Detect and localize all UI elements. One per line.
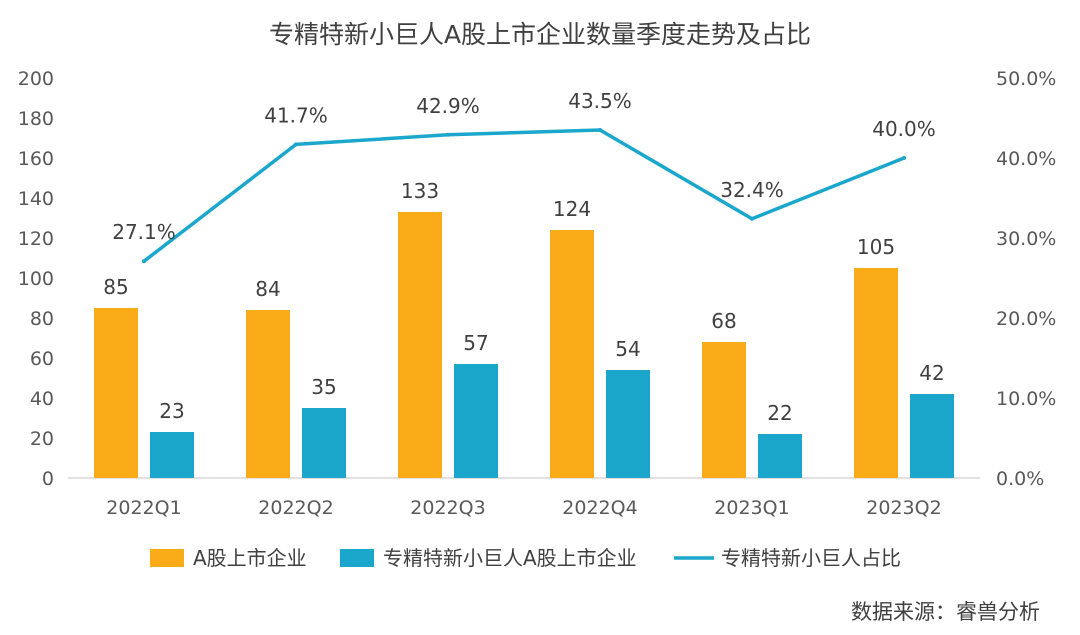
x-tick-label: 2022Q1 (106, 497, 181, 519)
bar (910, 394, 954, 478)
bar (302, 408, 346, 478)
left-tick-label: 120 (18, 228, 54, 250)
left-tick-label: 60 (30, 348, 54, 370)
left-tick-label: 20 (30, 428, 54, 450)
right-tick-label: 40.0% (996, 148, 1056, 170)
left-tick-label: 200 (18, 68, 54, 90)
bar-value-label: 42 (919, 361, 944, 385)
bar (702, 342, 746, 478)
bars (94, 212, 954, 478)
bar (246, 310, 290, 478)
ratio-value-label: 32.4% (720, 178, 784, 202)
legend-label: 专精特新小巨人占比 (721, 546, 901, 570)
source-note: 数据来源：睿兽分析 (851, 600, 1040, 624)
bar (854, 268, 898, 478)
ratio-value-label: 43.5% (568, 89, 632, 113)
legend: A股上市企业 专精特新小巨人A股上市企业 专精特新小巨人占比 (150, 546, 901, 570)
bar (150, 432, 194, 478)
left-axis: 0 20 40 60 80 100 120 140 160 180 200 (18, 68, 54, 490)
left-tick-label: 0 (42, 468, 54, 490)
bar-value-label: 84 (255, 277, 280, 301)
bar-value-label: 57 (463, 331, 488, 355)
bar (606, 370, 650, 478)
x-tick-label: 2022Q3 (410, 497, 485, 519)
left-tick-label: 180 (18, 108, 54, 130)
right-tick-label: 50.0% (996, 68, 1056, 90)
ratio-point (294, 142, 298, 147)
ratio-value-label: 41.7% (264, 103, 328, 127)
data-labels: 85 23 84 35 133 57 124 54 68 22 105 42 27.1% 41.7% 42.… (103, 89, 944, 425)
legend-swatch (150, 549, 184, 567)
ratio-point (142, 259, 146, 264)
ratio-line (142, 128, 906, 264)
bar (454, 364, 498, 478)
ratio-point (446, 132, 450, 137)
left-tick-label: 40 (30, 388, 54, 410)
ratio-point (598, 128, 602, 132)
right-axis: 0.0% 10.0% 20.0% 30.0% 40.0% 50.0% (996, 68, 1056, 490)
legend-label: A股上市企业 (193, 546, 307, 570)
chart-title: 专精特新小巨人A股上市企业数量季度走势及占比 (269, 20, 811, 49)
bar-value-label: 54 (615, 337, 640, 361)
x-tick-label: 2023Q2 (866, 497, 941, 519)
right-tick-label: 20.0% (996, 308, 1056, 330)
bar-value-label: 133 (401, 179, 439, 203)
legend-label: 专精特新小巨人A股上市企业 (383, 546, 637, 570)
bar-value-label: 85 (103, 275, 128, 299)
bar (550, 230, 594, 478)
left-tick-label: 160 (18, 148, 54, 170)
bar (758, 434, 802, 478)
ratio-value-label: 42.9% (416, 94, 480, 118)
left-tick-label: 100 (18, 268, 54, 290)
ratio-point (902, 156, 906, 160)
bar-value-label: 22 (767, 401, 792, 425)
left-tick-label: 140 (18, 188, 54, 210)
bar (94, 308, 138, 478)
bar (398, 212, 442, 478)
x-tick-label: 2022Q4 (562, 497, 637, 519)
bar-value-label: 23 (159, 399, 184, 423)
legend-swatch (340, 549, 374, 567)
right-tick-label: 10.0% (996, 388, 1056, 410)
ratio-point (750, 216, 754, 221)
right-tick-label: 0.0% (996, 468, 1044, 490)
ratio-value-label: 27.1% (112, 220, 176, 244)
x-axis: 2022Q1 2022Q2 2022Q3 2022Q4 2023Q1 2023Q2 (106, 497, 941, 519)
left-tick-label: 80 (30, 308, 54, 330)
x-tick-label: 2023Q1 (714, 497, 789, 519)
right-tick-label: 30.0% (996, 228, 1056, 250)
bar-value-label: 35 (311, 375, 336, 399)
bar-value-label: 68 (711, 309, 736, 333)
ratio-line-path (142, 128, 906, 263)
bar-value-label: 124 (553, 197, 591, 221)
bar-value-label: 105 (857, 235, 895, 259)
x-tick-label: 2022Q2 (258, 497, 333, 519)
ratio-value-label: 40.0% (872, 117, 936, 141)
